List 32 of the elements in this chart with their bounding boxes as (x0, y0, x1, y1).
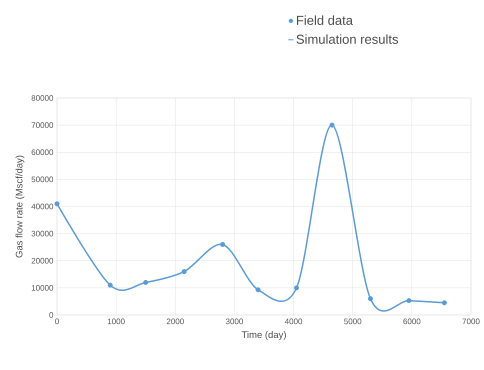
y-tick-label: 20000 (32, 258, 54, 264)
point (406, 298, 412, 304)
legend-label: Simulation results (296, 34, 398, 44)
y-tick-label: 60000 (32, 149, 54, 156)
point (256, 287, 261, 292)
y-tick-label: 50000 (32, 176, 54, 182)
legend-label: Field data (296, 15, 353, 25)
x-tick-label: 3000 (226, 318, 244, 324)
y-tick-label: 40000 (31, 204, 54, 210)
point (220, 242, 226, 247)
point (330, 122, 335, 128)
point (108, 282, 113, 288)
x-tick-label: 4000 (284, 318, 302, 324)
y-tick-label: 80000 (32, 95, 54, 101)
y-axis-title: Gas flow rate (Mscf/day) (16, 156, 24, 258)
x-tick-label: 6000 (403, 318, 420, 324)
x-tick-label: 0 (55, 318, 59, 324)
point (143, 280, 148, 285)
point (294, 285, 300, 290)
point (442, 300, 447, 306)
x-tick-label: 5000 (344, 318, 362, 324)
x-axis-title: Time (day) (242, 331, 286, 340)
point (182, 269, 187, 274)
x-tick-label: 7000 (462, 318, 480, 324)
y-tick-label: 30000 (32, 230, 54, 236)
y-tick-label: 0 (49, 312, 54, 318)
x-tick-label: 2000 (166, 318, 184, 324)
y-tick-label: 70000 (32, 122, 54, 128)
x-tick-label: 1000 (108, 318, 125, 324)
point (54, 201, 60, 206)
y-tick-label: 10000 (32, 285, 54, 291)
point (368, 296, 373, 302)
